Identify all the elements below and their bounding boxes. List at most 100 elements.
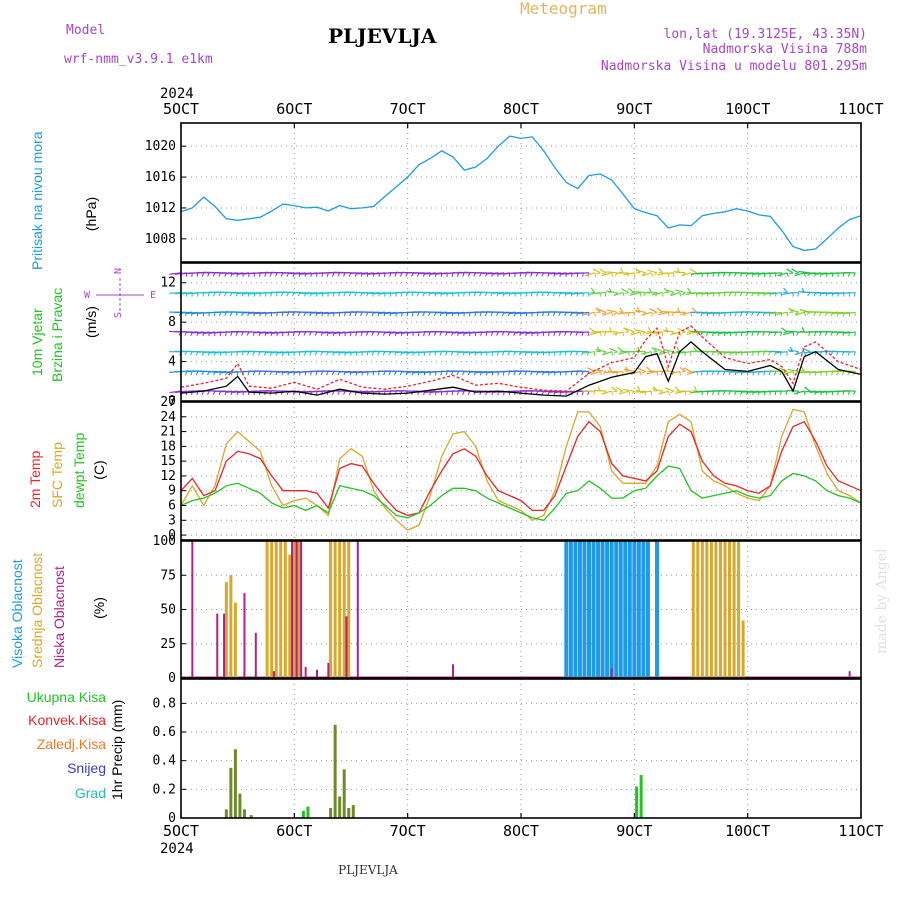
wind-barb-flag [633, 312, 635, 317]
wind-barb [719, 331, 731, 334]
wind-barb-flag [354, 312, 358, 317]
wind-barb [651, 291, 663, 296]
wind-barb-flag [628, 391, 631, 396]
wind-barb [696, 291, 709, 295]
wind-barb-flag [773, 371, 777, 376]
wind-barb-flag [824, 331, 828, 336]
temp-title-3: dewpt Temp [71, 433, 87, 508]
low-cloud-bar [452, 664, 454, 678]
wind-barb [492, 291, 505, 294]
wind-barb [362, 272, 374, 275]
wind-barb-flag [706, 371, 709, 376]
wind-barb-flag [423, 331, 426, 336]
wind-barb-flag [667, 312, 670, 317]
wind-barb [259, 331, 272, 334]
wind-barb [458, 331, 471, 334]
wind-barb-flag [258, 371, 261, 376]
high-cloud-bar [636, 541, 641, 678]
high-cloud-bar [618, 541, 623, 678]
wind-barb-flag [315, 371, 318, 376]
low-cloud-bar [345, 616, 348, 678]
wind-barb-flag [681, 331, 686, 334]
high-cloud-bar [577, 541, 582, 678]
cloud-title-1: Visoka Oblacnost [9, 559, 25, 668]
wind-barb [775, 351, 788, 354]
wind-barb [254, 311, 267, 315]
wind-barb-flag [394, 371, 397, 376]
wind-barb [424, 390, 437, 394]
wind-barb [801, 327, 805, 333]
wind-barb-flag [624, 292, 629, 295]
mid-cloud-bar [283, 541, 287, 678]
wind-barb [724, 351, 737, 354]
wind-barb [640, 390, 652, 394]
wind-barb-flag [632, 351, 635, 356]
wind-barb-flag [462, 390, 465, 395]
legend-total-rain: Ukupna Kisa [27, 689, 107, 705]
wind-barb-flag [207, 272, 210, 277]
wind-barb [231, 272, 244, 275]
wind-barb [615, 386, 624, 392]
wind-barb-flag [700, 371, 703, 376]
wind-barb [594, 389, 607, 392]
x-tick-label-top: 10OCT [725, 100, 770, 118]
wind-barb [696, 311, 709, 314]
wind-barb-flag [338, 292, 341, 297]
low-cloud-bar [216, 613, 219, 678]
wind-barb [608, 366, 613, 372]
wind-barb-flag [348, 292, 352, 297]
wind-title-2: Brzina i Pravac [49, 288, 65, 382]
wind-barb [458, 351, 471, 353]
x-tick-label-bottom: 11OCT [838, 822, 883, 840]
wind-barb [676, 307, 681, 313]
wind-barb-flag [530, 292, 533, 297]
wind-barb-flag [263, 371, 267, 376]
wind-barb-flag [337, 272, 341, 277]
high-cloud-bar [645, 541, 650, 678]
wind-barb [664, 288, 675, 294]
wind-barb-flag [788, 272, 794, 275]
wind-barb [625, 328, 635, 333]
wind-barb-flag [241, 351, 244, 356]
wind-barb-flag [622, 331, 625, 337]
wind-barb-flag [320, 371, 324, 376]
wind-barb-flag [602, 311, 607, 315]
year-label-bottom: 2024 [160, 841, 194, 857]
wind-barb [689, 268, 697, 274]
x-tick-label-top: 8OCT [503, 100, 539, 118]
wind-barb [663, 349, 675, 353]
wind-barb-flag [836, 351, 839, 356]
mid-cloud-bar [737, 541, 741, 678]
temp-title-2: SFC Temp [49, 442, 65, 508]
wind-barb-flag [508, 371, 511, 376]
lonlat-label: lon,lat (19.3125E, 43.35N) [664, 27, 868, 42]
wind-barb [602, 311, 612, 316]
precip-bar [333, 724, 337, 818]
y-tick-label: 9 [168, 484, 176, 499]
wind-barb-flag [196, 272, 199, 277]
high-cloud-bar [568, 541, 573, 678]
wind-barb-flag [275, 272, 278, 277]
wind-barb [656, 307, 664, 313]
wind-barb [452, 331, 465, 334]
wind-barb-flag [635, 311, 641, 313]
high-cloud-bar [582, 541, 587, 678]
wind-barb [548, 272, 561, 275]
wind-barb [770, 291, 782, 295]
precip-bar [635, 786, 639, 818]
wind-barb-flag [377, 371, 380, 376]
wind-barb [826, 291, 839, 295]
wind-barb [837, 331, 850, 334]
wind-barb-flag [343, 292, 346, 297]
grid-precip [181, 679, 861, 819]
wind-barb-flag [756, 331, 760, 336]
wind-barb [630, 370, 641, 376]
wind-barb-flag [611, 312, 614, 317]
y-tick-label: 27 [160, 395, 176, 410]
wind-barb [623, 272, 635, 276]
wind-barb [670, 331, 680, 336]
wind-barb [786, 330, 799, 333]
wind-barb-flag [490, 312, 494, 317]
wind-barb-flag [292, 312, 295, 317]
low-cloud-bar [316, 669, 318, 678]
